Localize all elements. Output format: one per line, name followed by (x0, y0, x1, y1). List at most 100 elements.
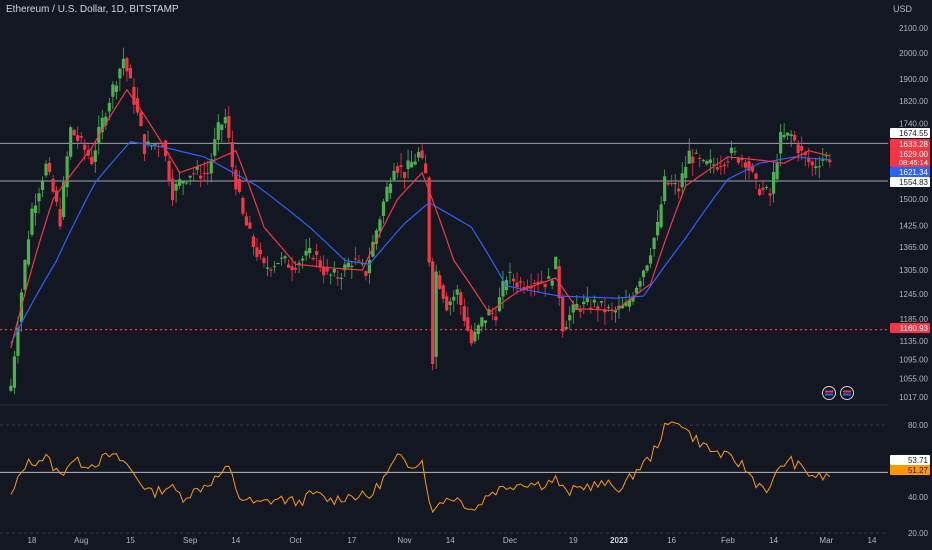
time-tick-label: 2023 (610, 536, 628, 545)
candle-body (473, 331, 477, 342)
candle-body (350, 265, 354, 268)
candle-body (114, 85, 118, 92)
candle-body (620, 305, 625, 309)
candle-body (807, 157, 811, 163)
rsi-line (10, 421, 831, 514)
candle-body (209, 159, 213, 174)
candle-body (357, 260, 361, 262)
candle-body (181, 181, 185, 184)
candle-body (297, 262, 301, 264)
candle-body (438, 275, 442, 289)
candle-body (518, 281, 523, 283)
ma-fast-line (10, 88, 830, 349)
candle-body (283, 256, 287, 259)
candle-body (195, 166, 199, 170)
candle-body (680, 173, 684, 188)
candle-body (624, 302, 628, 306)
price-tick-label: 1017.00 (899, 393, 928, 402)
candle-body (627, 299, 632, 307)
candle-body (121, 58, 125, 69)
candle-body (705, 161, 709, 165)
candle-body (663, 176, 667, 202)
candle-body (290, 266, 294, 271)
flag-icon-stripe (843, 393, 851, 396)
candle-body (817, 166, 821, 168)
time-tick-label: Sep (183, 536, 198, 545)
candle-body (564, 327, 568, 329)
time-tick-label: 19 (569, 536, 578, 545)
candle-body (185, 182, 189, 184)
candle-body (670, 183, 674, 185)
candle-body (406, 160, 410, 169)
price-label-bg (890, 149, 930, 167)
candle-body (395, 166, 400, 173)
candle-body (399, 165, 403, 167)
candle-body (308, 247, 312, 254)
candle-body (388, 183, 393, 194)
candle-body (673, 183, 677, 185)
axes: 1017.00 1055.00 1095.00 1135.00 1185.00 1245.… (28, 24, 929, 545)
candle-body (771, 172, 776, 194)
price-label-countdown: 08:45:14 (899, 158, 928, 167)
candle-body (677, 188, 681, 192)
candle-body (409, 162, 414, 168)
price-tick-label: 1820.00 (899, 97, 928, 106)
candle-body (715, 167, 719, 170)
candle-body (26, 239, 31, 265)
candle-body (381, 201, 386, 216)
candle-body (824, 155, 828, 157)
candle-body (304, 250, 308, 256)
candle-body (441, 285, 445, 299)
price-tick-label: 2100.00 (899, 24, 928, 33)
candle-body (227, 116, 231, 138)
rsi-pane: 20.00 40.00 80.00 (0, 421, 929, 538)
candle-body (118, 68, 122, 79)
candle-body (149, 145, 154, 147)
symbol-title: Ethereum / U.S. Dollar, 1D, BITSTAMP (6, 4, 179, 15)
candle-body (796, 144, 800, 154)
candle-body (40, 181, 45, 190)
candle-body (652, 237, 656, 250)
candle-body (332, 268, 336, 273)
rsi-value-label: 51.27 (908, 466, 929, 475)
candle-body (515, 282, 519, 288)
candle-body (125, 58, 129, 72)
candle-body (374, 230, 379, 244)
time-tick-label: 15 (126, 536, 135, 545)
candle-body (476, 325, 480, 335)
candle-body (585, 298, 589, 303)
candle-body (293, 267, 298, 270)
candle-body (167, 160, 171, 181)
price-tick-label: 1135.00 (900, 337, 929, 346)
candle-body (248, 222, 252, 229)
candle-body (206, 173, 210, 175)
candle-body (16, 327, 20, 356)
flag-icon-stripe (843, 390, 851, 393)
candle-body (353, 258, 357, 260)
flag-icon-stripe (825, 393, 833, 396)
candle-body (540, 281, 544, 283)
candle-body (237, 178, 241, 192)
rsi-tick-label: 40.00 (908, 493, 929, 502)
candle-body (656, 221, 660, 236)
candle-body (554, 256, 558, 270)
price-label: 1621.34 (899, 168, 928, 177)
candle-body (455, 289, 459, 295)
candle-body (37, 193, 41, 202)
candle-body (729, 147, 734, 154)
candle-body (160, 145, 164, 148)
rsi-value-label-bg (890, 455, 930, 465)
candle-body (417, 151, 421, 158)
candle-body (385, 186, 389, 202)
time-tick-label: 14 (231, 536, 240, 545)
time-tick-label: Oct (289, 536, 302, 545)
candle-body (23, 259, 27, 290)
candle-body (641, 270, 646, 278)
candle-body (318, 260, 322, 268)
time-tick-label: Nov (397, 536, 411, 545)
candle-body (62, 182, 66, 217)
candle-body (76, 135, 80, 141)
candle-body (371, 241, 375, 257)
